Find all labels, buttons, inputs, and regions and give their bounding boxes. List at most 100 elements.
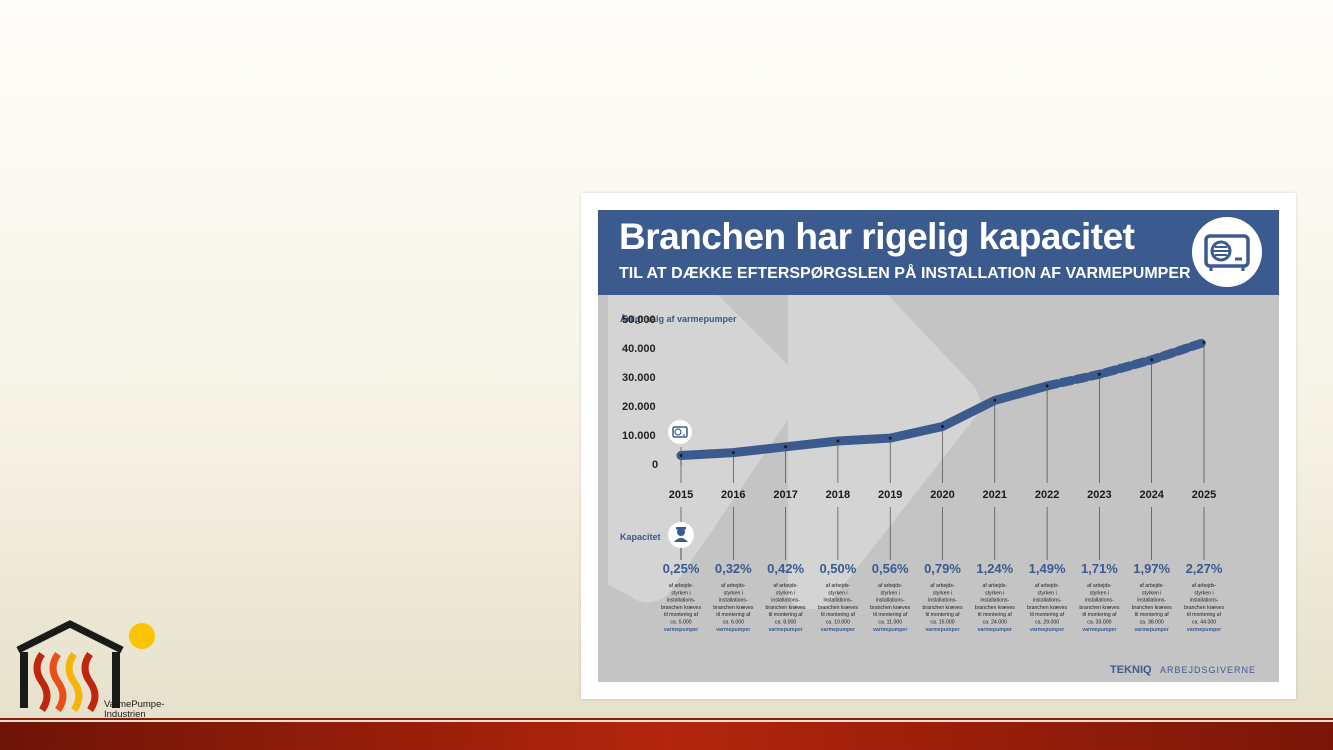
capacity-desc-line: branchen kræves: [818, 605, 858, 611]
capacity-item: 1,24% af arbejds-styrken i installations-b…: [975, 561, 1015, 633]
capacity-desc-line: af arbejds-: [721, 583, 746, 589]
y-ticks: 0 10.000 20.000 30.000 40.000 50.000: [622, 314, 658, 471]
capacity-desc-line: til montering af: [1135, 612, 1170, 618]
capacity-desc-line: af arbejds-: [1087, 583, 1112, 589]
data-point: [1202, 340, 1206, 344]
y-tick-label: 20.000: [622, 401, 656, 413]
capacity-percent: 2,27%: [1186, 561, 1223, 576]
infographic-title: Branchen har rigelig kapacitet: [619, 216, 1135, 257]
capacity-item: 0,32% af arbejds-styrken i installations-b…: [713, 561, 753, 633]
logo-text-line1: VarmePumpe-: [104, 699, 165, 710]
logo-text-line2: Industrien: [104, 709, 146, 720]
capacity-desc-line: til montering af: [1030, 612, 1065, 618]
year-label: 2016: [721, 489, 745, 501]
capacity-desc-line: til montering af: [1187, 612, 1222, 618]
footer-bar: [0, 722, 1333, 750]
series-lines: [676, 337, 1209, 460]
capacity-count: ca. 5.000: [670, 620, 691, 626]
capacity-count: ca. 38.000: [1140, 620, 1164, 626]
capacity-unit: varmepumper: [716, 627, 750, 633]
year-label: 2018: [826, 489, 850, 501]
infographic: Branchen har rigelig kapacitet TIL AT DÆ…: [598, 210, 1279, 682]
year-label: 2024: [1139, 489, 1164, 501]
capacity-desc-line: installations-: [823, 598, 852, 604]
y-tick-label: 40.000: [622, 343, 656, 355]
connectors: [680, 342, 1205, 560]
capacity-desc-line: installations-: [1137, 598, 1166, 604]
capacity-percent: 0,25%: [663, 561, 700, 576]
data-point: [1150, 358, 1154, 362]
capacity-desc-line: styrken i: [671, 590, 690, 596]
capacity-unit: varmepumper: [1135, 627, 1169, 633]
brand-suffix: ARBEJDSGIVERNE: [1160, 665, 1256, 675]
capacity-desc-line: af arbejds-: [1139, 583, 1164, 589]
year-label: 2020: [930, 489, 954, 501]
year-label: 2015: [669, 489, 693, 501]
data-point: [836, 439, 840, 443]
capacity-item: 1,97% af arbejds-styrken i installations-b…: [1132, 561, 1172, 633]
capacity-desc-line: til montering af: [716, 612, 751, 618]
capacity-unit: varmepumper: [768, 627, 802, 633]
capacity-desc-line: installations-: [928, 598, 957, 604]
capacity-desc-line: styrken i: [881, 590, 900, 596]
heat-pump-icon: [1192, 217, 1262, 287]
capacity-desc-line: branchen kræves: [922, 605, 962, 611]
data-point: [941, 425, 944, 428]
capacity-item: 2,27% af arbejds-styrken i installations-b…: [1184, 561, 1224, 633]
capacity-desc-line: branchen kræves: [766, 605, 806, 611]
capacity-desc-line: installations-: [719, 598, 748, 604]
data-point: [784, 445, 788, 449]
capacity-percent: 0,42%: [767, 561, 804, 576]
year-label: 2021: [983, 489, 1007, 501]
series-line-solid: [676, 381, 1052, 460]
capacity-desc-line: af arbejds-: [1035, 583, 1060, 589]
capacity-count: ca. 8.000: [775, 620, 796, 626]
capacity-unit: varmepumper: [925, 627, 959, 633]
capacity-desc-line: branchen kræves: [1184, 605, 1224, 611]
heat-pump-icon: [668, 420, 692, 444]
capacity-count: ca. 29.000: [1035, 620, 1059, 626]
capacity-item: 0,56% af arbejds-styrken i installations-b…: [870, 561, 910, 633]
capacity-item: 1,71% af arbejds-styrken i installations-b…: [1079, 561, 1119, 633]
capacity-desc-line: styrken i: [933, 590, 952, 596]
data-point: [731, 451, 735, 455]
capacity-desc-line: til montering af: [873, 612, 908, 618]
capacity-count: ca. 10.000: [826, 620, 850, 626]
capacity-desc-line: branchen kræves: [661, 605, 701, 611]
capacity-desc-line: styrken i: [985, 590, 1004, 596]
capacity-desc-line: af arbejds-: [1192, 583, 1217, 589]
capacity-desc-line: styrken i: [776, 590, 795, 596]
capacity-percent: 0,50%: [819, 561, 856, 576]
capacity-count: ca. 6.000: [723, 620, 744, 626]
capacity-unit: varmepumper: [1187, 627, 1221, 633]
capacity-unit: varmepumper: [978, 627, 1012, 633]
capacity-item: 0,42% af arbejds-styrken i installations-b…: [766, 561, 806, 633]
capacity-desc-line: af arbejds-: [826, 583, 851, 589]
year-label: 2022: [1035, 489, 1059, 501]
capacity-count: ca. 11.000: [878, 620, 902, 626]
capacity-unit: varmepumper: [1030, 627, 1064, 633]
infographic-header: Branchen har rigelig kapacitet TIL AT DÆ…: [598, 210, 1279, 295]
capacity-percent: 0,32%: [715, 561, 752, 576]
chart: Årligt salg af varmepumper 0 10.000 20.000…: [608, 295, 1256, 676]
capacity-percent: 0,79%: [924, 561, 961, 576]
chevron-decoration: [608, 295, 981, 609]
capacity-item: 1,49% af arbejds-styrken i installations-b…: [1027, 561, 1067, 633]
capacity-desc-line: styrken i: [828, 590, 847, 596]
capacity-unit: varmepumper: [664, 627, 698, 633]
capacity-count: ca. 33.000: [1087, 620, 1111, 626]
capacity-desc-line: branchen kræves: [1079, 605, 1119, 611]
capacity-desc-line: branchen kræves: [713, 605, 753, 611]
capacity-item: 0,50% af arbejds-styrken i installations-b…: [818, 561, 858, 633]
series-line-dashed: [1042, 337, 1209, 391]
capacity-desc-line: installations-: [980, 598, 1009, 604]
capacity-desc-line: til montering af: [769, 612, 804, 618]
y-axis-label: Årligt salg af varmepumper: [620, 314, 737, 324]
capacity-unit: varmepumper: [821, 627, 855, 633]
capacity-desc-line: til montering af: [821, 612, 856, 618]
capacity-desc-line: til montering af: [925, 612, 960, 618]
capacity-desc-line: styrken i: [724, 590, 743, 596]
data-point: [1045, 384, 1049, 388]
capacity-desc-line: installations-: [876, 598, 905, 604]
capacity-desc-line: branchen kræves: [1132, 605, 1172, 611]
